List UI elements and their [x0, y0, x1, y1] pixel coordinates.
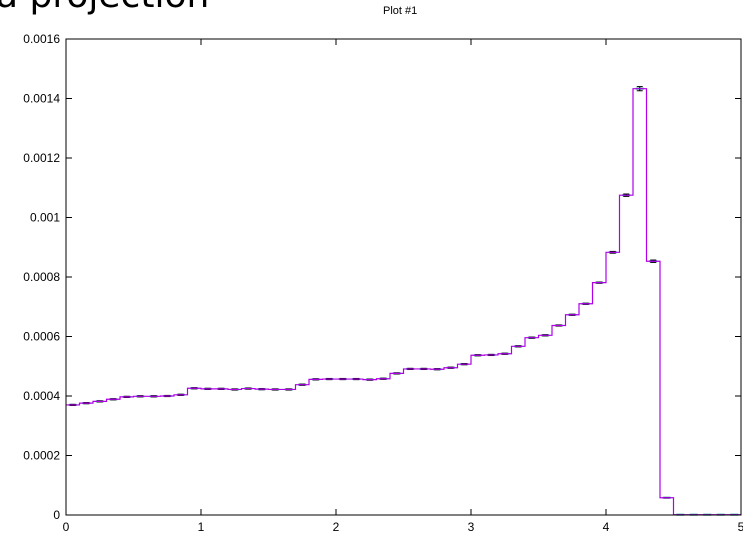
y-tick-label: 0.0012: [23, 151, 60, 165]
x-tick-label: 1: [198, 520, 205, 534]
y-tick-label: 0.0014: [23, 92, 60, 106]
x-tick-label: 0: [63, 520, 70, 534]
x-axis-ticks: 0 1 2 3 4 5: [63, 39, 743, 534]
x-tick-label: 5: [738, 520, 743, 534]
y-tick-label: 0: [53, 508, 60, 522]
x-tick-label: 3: [468, 520, 475, 534]
chart-title: Plot #1: [383, 5, 418, 17]
y-axis-ticks: 0 0.0002 0.0004 0.0006 0.0008 0.001 0.0012 0.00…: [23, 32, 741, 522]
x-tick-label: 4: [603, 520, 610, 534]
histogram-series-line: [66, 88, 741, 516]
y-tick-label: 0.0016: [23, 32, 60, 46]
x-tick-label: 2: [333, 520, 340, 534]
error-bars: [68, 86, 739, 516]
y-tick-label: 0.0002: [23, 449, 60, 463]
y-tick-label: 0.0006: [23, 330, 60, 344]
page-heading: a projection: [0, 0, 209, 14]
y-tick-label: 0.001: [30, 211, 60, 225]
y-tick-label: 0.0004: [23, 389, 60, 403]
plot-frame: [65, 38, 742, 516]
y-tick-label: 0.0008: [23, 270, 60, 284]
